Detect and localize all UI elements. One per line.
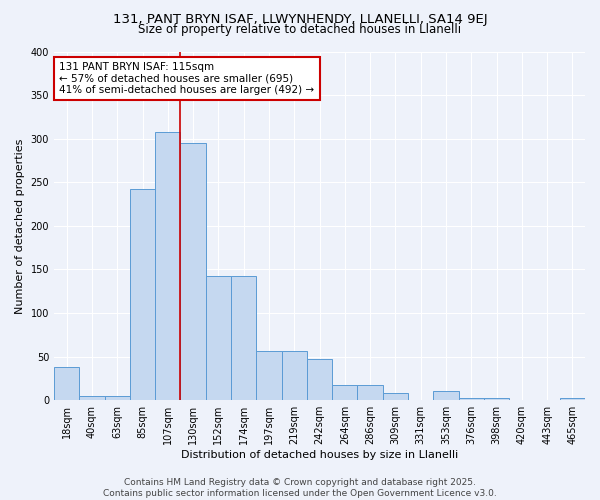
Bar (484, 398, 509, 400)
Text: Size of property relative to detached houses in Llanelli: Size of property relative to detached ho… (139, 22, 461, 36)
Bar (458, 398, 484, 400)
Text: Contains HM Land Registry data © Crown copyright and database right 2025.
Contai: Contains HM Land Registry data © Crown c… (103, 478, 497, 498)
Bar (54, 367, 79, 400)
Y-axis label: Number of detached properties: Number of detached properties (15, 138, 25, 314)
Bar (332, 384, 358, 400)
Text: 131 PANT BRYN ISAF: 115sqm
← 57% of detached houses are smaller (695)
41% of sem: 131 PANT BRYN ISAF: 115sqm ← 57% of deta… (59, 62, 314, 95)
Bar (155, 132, 181, 400)
Bar (383, 393, 408, 400)
X-axis label: Distribution of detached houses by size in Llanelli: Distribution of detached houses by size … (181, 450, 458, 460)
Bar (206, 276, 231, 400)
Bar (231, 276, 256, 400)
Bar (79, 396, 104, 400)
Bar (281, 350, 307, 400)
Bar (560, 398, 585, 400)
Bar (358, 384, 383, 400)
Bar (130, 189, 155, 400)
Bar (433, 392, 458, 400)
Text: 131, PANT BRYN ISAF, LLWYNHENDY, LLANELLI, SA14 9EJ: 131, PANT BRYN ISAF, LLWYNHENDY, LLANELL… (113, 12, 487, 26)
Bar (104, 396, 130, 400)
Bar (256, 350, 281, 400)
Bar (307, 359, 332, 400)
Bar (181, 143, 206, 400)
